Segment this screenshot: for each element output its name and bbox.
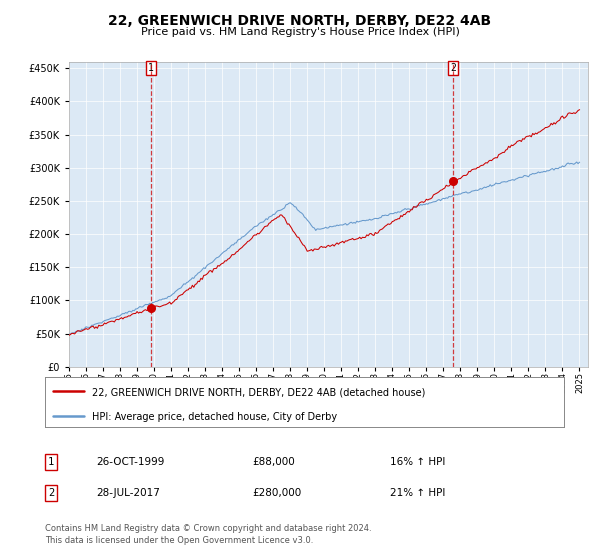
Text: 1: 1 <box>48 457 54 467</box>
Text: This data is licensed under the Open Government Licence v3.0.: This data is licensed under the Open Gov… <box>45 536 313 545</box>
Text: 26-OCT-1999: 26-OCT-1999 <box>96 457 164 467</box>
Text: 28-JUL-2017: 28-JUL-2017 <box>96 488 160 498</box>
Text: 1: 1 <box>148 63 154 73</box>
Text: £88,000: £88,000 <box>252 457 295 467</box>
Text: HPI: Average price, detached house, City of Derby: HPI: Average price, detached house, City… <box>92 412 337 422</box>
Text: £280,000: £280,000 <box>252 488 301 498</box>
Text: 2: 2 <box>450 63 456 73</box>
Text: 22, GREENWICH DRIVE NORTH, DERBY, DE22 4AB: 22, GREENWICH DRIVE NORTH, DERBY, DE22 4… <box>109 14 491 28</box>
Text: 2: 2 <box>48 488 54 498</box>
Text: 22, GREENWICH DRIVE NORTH, DERBY, DE22 4AB (detached house): 22, GREENWICH DRIVE NORTH, DERBY, DE22 4… <box>92 387 425 397</box>
Text: Contains HM Land Registry data © Crown copyright and database right 2024.: Contains HM Land Registry data © Crown c… <box>45 524 371 533</box>
Text: Price paid vs. HM Land Registry's House Price Index (HPI): Price paid vs. HM Land Registry's House … <box>140 27 460 37</box>
Text: 16% ↑ HPI: 16% ↑ HPI <box>390 457 445 467</box>
Text: 21% ↑ HPI: 21% ↑ HPI <box>390 488 445 498</box>
